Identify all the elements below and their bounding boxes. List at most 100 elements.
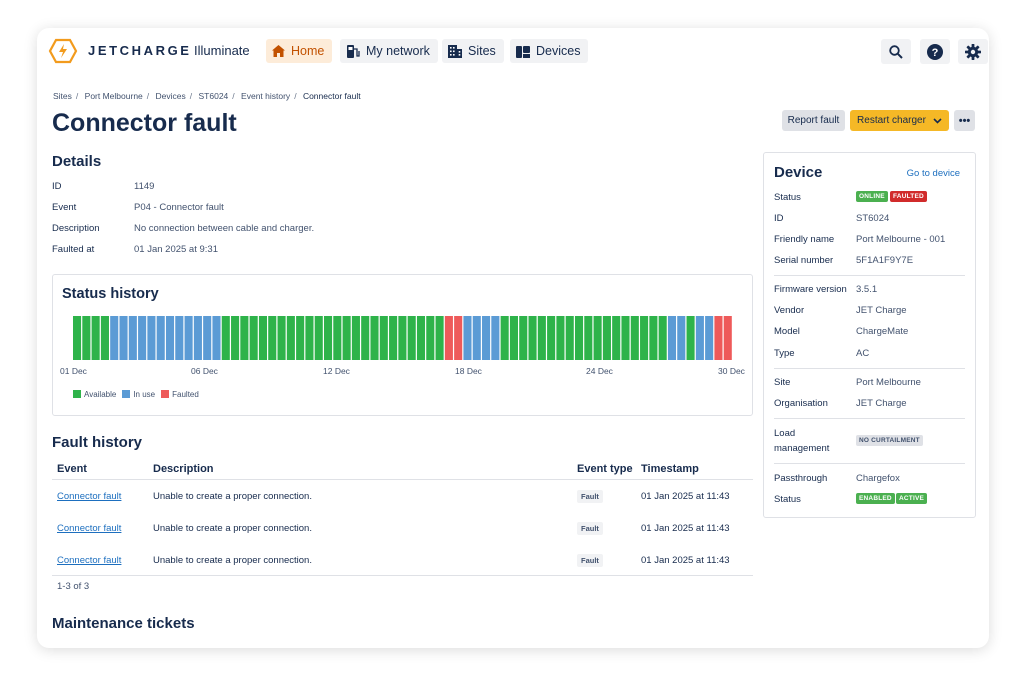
status-bar-available[interactable] — [73, 316, 82, 360]
status-bar-available[interactable] — [286, 316, 295, 360]
status-bar-available[interactable] — [231, 316, 240, 360]
status-bar-faulted[interactable] — [714, 316, 723, 360]
status-bar-faulted[interactable] — [723, 316, 732, 360]
status-bar-available[interactable] — [407, 316, 416, 360]
breadcrumb-event-history[interactable]: Event history — [241, 91, 291, 101]
status-bar-in-use[interactable] — [128, 316, 137, 360]
restart-charger-button[interactable]: Restart charger — [850, 110, 949, 131]
status-bar-in-use[interactable] — [677, 316, 686, 360]
status-bar-available[interactable] — [333, 316, 342, 360]
status-bar-in-use[interactable] — [203, 316, 212, 360]
device-label-status: Status — [774, 192, 801, 203]
status-bar-in-use[interactable] — [705, 316, 714, 360]
status-bar-available[interactable] — [249, 316, 258, 360]
status-bar-available[interactable] — [537, 316, 546, 360]
status-bar-in-use[interactable] — [667, 316, 677, 360]
breadcrumb-device[interactable]: ST6024 — [198, 91, 229, 101]
status-bar-available[interactable] — [640, 316, 649, 360]
status-bar-available[interactable] — [435, 316, 444, 360]
fault-event-link[interactable]: Connector fault — [57, 555, 122, 566]
status-bar-available[interactable] — [509, 316, 518, 360]
column-header-description[interactable]: Description — [153, 463, 214, 475]
status-bar-available[interactable] — [602, 316, 611, 360]
nav-devices[interactable]: Devices — [510, 39, 589, 63]
status-bar-available[interactable] — [593, 316, 602, 360]
fault-event-link[interactable]: Connector fault — [57, 491, 122, 502]
status-bar-available[interactable] — [258, 316, 268, 360]
status-bar-available[interactable] — [574, 316, 584, 360]
status-bar-in-use[interactable] — [156, 316, 165, 360]
status-bar-faulted[interactable] — [444, 316, 453, 360]
status-bar-available[interactable] — [528, 316, 537, 360]
status-bar-available[interactable] — [612, 316, 621, 360]
status-bar-available[interactable] — [630, 316, 639, 360]
status-bar-faulted[interactable] — [454, 316, 463, 360]
status-bar-available[interactable] — [584, 316, 593, 360]
status-bar-available[interactable] — [565, 316, 574, 360]
breadcrumb-site[interactable]: Port Melbourne — [84, 91, 143, 101]
fault-event-link[interactable]: Connector fault — [57, 523, 122, 534]
detail-label-description: Description — [52, 223, 100, 234]
status-bar-available[interactable] — [351, 316, 360, 360]
status-bar-available[interactable] — [342, 316, 351, 360]
status-bar-in-use[interactable] — [165, 316, 175, 360]
status-bar-available[interactable] — [82, 316, 91, 360]
status-bar-available[interactable] — [379, 316, 388, 360]
status-bar-available[interactable] — [658, 316, 667, 360]
status-bar-available[interactable] — [398, 316, 407, 360]
status-bar-available[interactable] — [649, 316, 658, 360]
status-bar-in-use[interactable] — [463, 316, 472, 360]
status-bar-available[interactable] — [621, 316, 630, 360]
column-header-event[interactable]: Event — [57, 463, 87, 475]
nav-home[interactable]: Home — [266, 39, 333, 63]
status-bar-available[interactable] — [221, 316, 230, 360]
status-bar-available[interactable] — [519, 316, 528, 360]
status-bar-in-use[interactable] — [695, 316, 704, 360]
status-bar-available[interactable] — [100, 316, 109, 360]
status-bar-available[interactable] — [240, 316, 249, 360]
report-fault-button[interactable]: Report fault — [782, 110, 845, 131]
status-bar-available[interactable] — [500, 316, 509, 360]
column-header-event-type[interactable]: Event type — [577, 463, 633, 475]
more-actions-button[interactable]: ••• — [954, 110, 975, 131]
status-bar-in-use[interactable] — [482, 316, 491, 360]
breadcrumb-sites[interactable]: Sites — [53, 91, 72, 101]
status-bar-in-use[interactable] — [110, 316, 119, 360]
search-button[interactable] — [881, 39, 911, 64]
gear-icon — [965, 43, 981, 60]
device-value-passthrough: Chargefox — [856, 473, 900, 484]
status-bar-available[interactable] — [547, 316, 556, 360]
status-bar-in-use[interactable] — [212, 316, 221, 360]
status-bar-available[interactable] — [296, 316, 305, 360]
status-bar-in-use[interactable] — [472, 316, 481, 360]
status-bar-available[interactable] — [556, 316, 565, 360]
help-button[interactable]: ? — [920, 39, 950, 64]
breadcrumb-devices[interactable]: Devices — [155, 91, 186, 101]
status-bar-in-use[interactable] — [147, 316, 156, 360]
status-bar-in-use[interactable] — [175, 316, 184, 360]
status-bar-available[interactable] — [426, 316, 435, 360]
status-bar-in-use[interactable] — [184, 316, 193, 360]
status-bar-available[interactable] — [389, 316, 398, 360]
status-bar-available[interactable] — [686, 316, 695, 360]
jetcharge-logo-icon[interactable] — [48, 38, 78, 64]
status-bar-in-use[interactable] — [193, 316, 202, 360]
status-bar-in-use[interactable] — [138, 316, 147, 360]
nav-sites[interactable]: Sites — [442, 39, 504, 63]
column-header-timestamp[interactable]: Timestamp — [641, 463, 699, 475]
status-bar-available[interactable] — [268, 316, 277, 360]
status-bar-available[interactable] — [277, 316, 286, 360]
status-bar-available[interactable] — [370, 316, 379, 360]
status-bar-available[interactable] — [323, 316, 333, 360]
fault-description: Unable to create a proper connection. — [153, 523, 312, 534]
status-bar-in-use[interactable] — [491, 316, 500, 360]
status-bar-available[interactable] — [91, 316, 100, 360]
status-bar-in-use[interactable] — [119, 316, 128, 360]
status-bar-available[interactable] — [314, 316, 323, 360]
status-bar-available[interactable] — [305, 316, 314, 360]
settings-button[interactable] — [958, 39, 988, 64]
status-bar-available[interactable] — [416, 316, 426, 360]
go-to-device-link[interactable]: Go to device — [906, 168, 960, 179]
status-bar-available[interactable] — [361, 316, 370, 360]
nav-my-network[interactable]: My network — [340, 39, 438, 63]
